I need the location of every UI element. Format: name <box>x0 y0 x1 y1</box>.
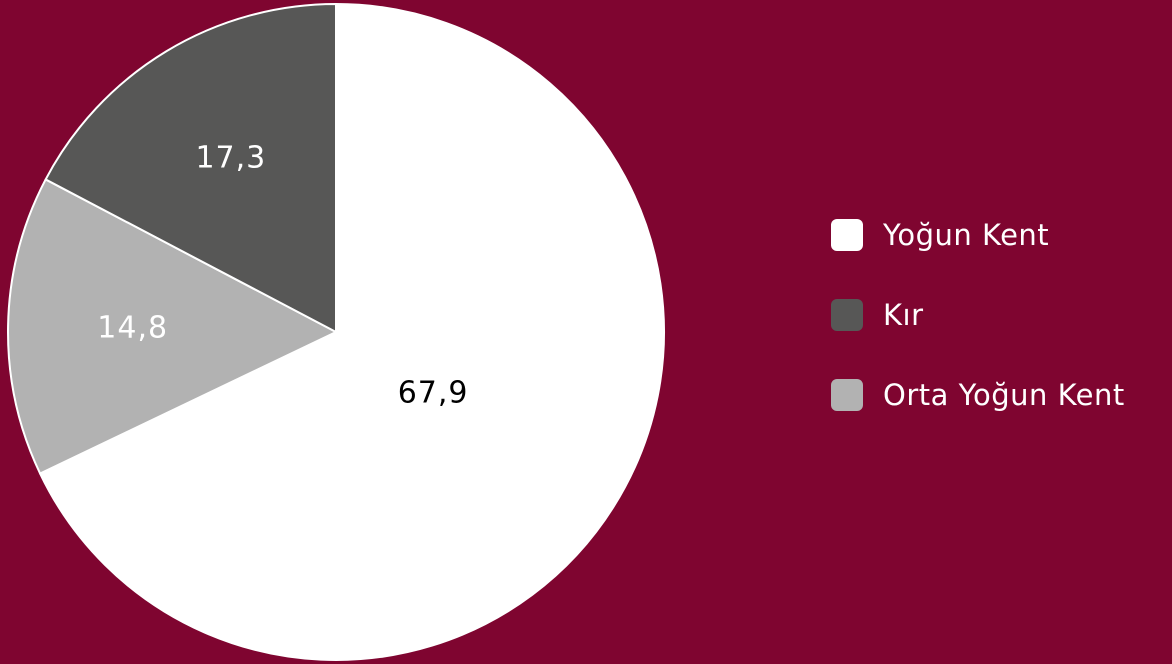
data-label-yogun-kent: 67,9 <box>398 376 469 411</box>
data-label-orta-yogun-kent: 14,8 <box>97 311 168 346</box>
legend-swatch-kir <box>831 299 863 331</box>
pie-slice-kir <box>44 3 337 333</box>
chart-legend: Yoğun Kent Kır Orta Yoğun Kent <box>831 212 1171 418</box>
legend-swatch-yogun-kent <box>831 219 863 251</box>
pie-slice-orta-yogun-kent <box>7 178 337 475</box>
legend-label-yogun-kent: Yoğun Kent <box>883 218 1050 252</box>
pie-plot-area: 67,9 14,8 17,3 <box>7 3 665 661</box>
pie-slice-yogun-kent <box>39 3 665 661</box>
legend-label-orta-yogun-kent: Orta Yoğun Kent <box>883 378 1125 412</box>
legend-swatch-orta-yogun-kent <box>831 379 863 411</box>
legend-item-kir: Kır <box>831 292 1171 338</box>
legend-item-yogun-kent: Yoğun Kent <box>831 212 1171 258</box>
legend-label-kir: Kır <box>883 298 924 332</box>
data-label-kir: 17,3 <box>195 140 266 175</box>
legend-item-orta-yogun-kent: Orta Yoğun Kent <box>831 372 1171 418</box>
